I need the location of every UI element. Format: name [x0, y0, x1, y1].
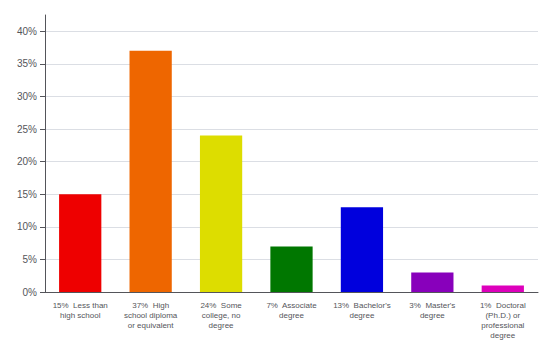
- svg-text:degree: degree: [490, 331, 515, 340]
- svg-text:5%: 5%: [23, 254, 38, 265]
- svg-text:3% Master's: 3% Master's: [409, 301, 455, 310]
- svg-text:15%: 15%: [17, 189, 37, 200]
- svg-text:school diploma: school diploma: [124, 311, 178, 320]
- svg-text:13% Bachelor's: 13% Bachelor's: [333, 301, 391, 310]
- svg-text:professional: professional: [481, 321, 524, 330]
- svg-text:(Ph.D.) or: (Ph.D.) or: [485, 311, 520, 320]
- svg-text:7% Associate: 7% Associate: [266, 301, 317, 310]
- svg-text:degree: degree: [279, 311, 304, 320]
- svg-text:college, no: college, no: [202, 311, 241, 320]
- svg-text:30%: 30%: [17, 91, 37, 102]
- svg-text:or equivalent: or equivalent: [128, 321, 175, 330]
- svg-text:24% Some: 24% Some: [200, 301, 242, 310]
- svg-text:degree: degree: [420, 311, 445, 320]
- svg-text:degree: degree: [209, 321, 234, 330]
- svg-text:high school: high school: [60, 311, 101, 320]
- svg-text:10%: 10%: [17, 221, 37, 232]
- svg-text:1% Doctoral: 1% Doctoral: [480, 301, 526, 310]
- svg-text:35%: 35%: [17, 58, 37, 69]
- svg-text:37% High: 37% High: [132, 301, 169, 310]
- svg-text:25%: 25%: [17, 124, 37, 135]
- svg-text:20%: 20%: [17, 156, 37, 167]
- svg-text:40%: 40%: [17, 26, 37, 37]
- svg-text:degree: degree: [349, 311, 374, 320]
- svg-text:15% Less than: 15% Less than: [53, 301, 108, 310]
- svg-text:0%: 0%: [23, 287, 38, 298]
